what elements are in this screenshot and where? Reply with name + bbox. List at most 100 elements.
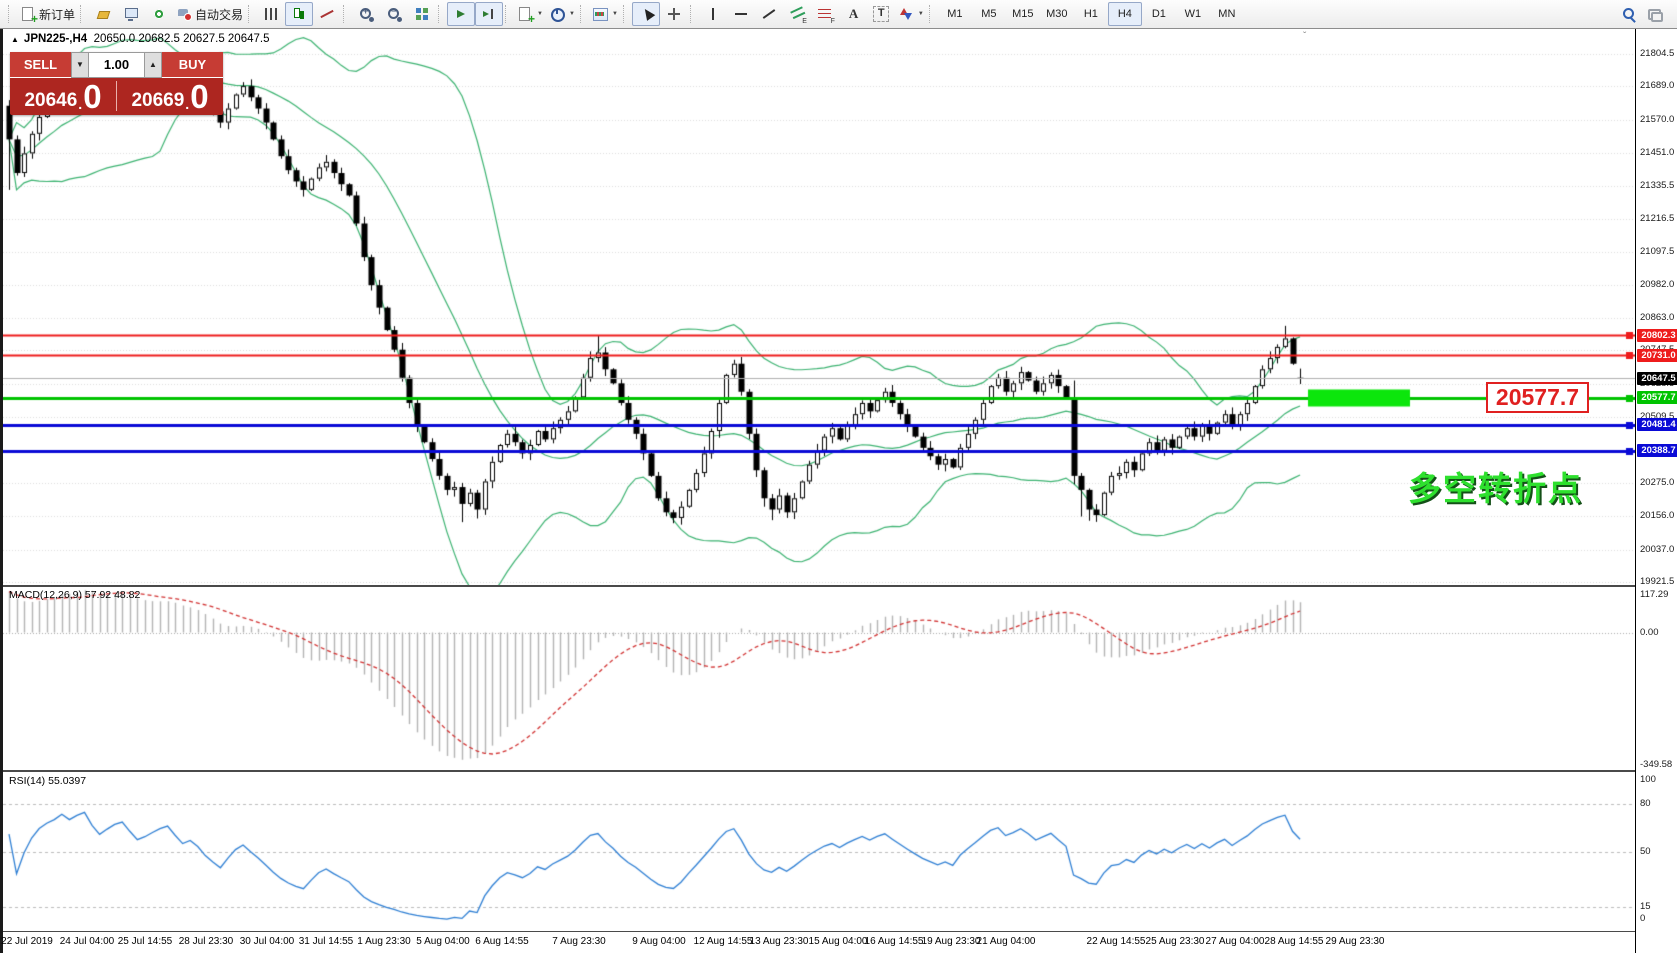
text-label-button[interactable] [867, 2, 895, 26]
timeframe-m15-button[interactable]: M15 [1012, 8, 1034, 20]
timeframe-mn-button[interactable]: MN [1218, 8, 1236, 20]
price-axis-label: 20275.0 [1640, 476, 1675, 488]
price-axis-label: 20982.0 [1640, 278, 1675, 290]
dropdown-arrow-icon[interactable]: ▼ [917, 11, 924, 17]
timeframe-h4-button[interactable]: H4 [1107, 2, 1142, 26]
sell-button[interactable]: SELL [10, 52, 71, 78]
price-axis-label: 20863.0 [1640, 311, 1675, 323]
toolbar: 新订单 自动交易 ▼ ▼ ▼ ▼ M1 M5 M15 M30 H1 H4 D1 W1 MN [0, 0, 1677, 29]
crosshair-button[interactable] [660, 2, 688, 26]
toolbar-grip [8, 5, 13, 23]
chat-icon[interactable] [1647, 6, 1663, 22]
collapse-panel-icon[interactable]: ▲ [11, 35, 19, 44]
auto-scroll-button[interactable] [447, 2, 476, 26]
toolbar-grip [928, 5, 934, 23]
time-axis-label: 15 Aug 04:00 [808, 936, 868, 947]
horizontal-line-button[interactable] [727, 2, 755, 26]
rsi-label: RSI(14) 55.0397 [9, 775, 87, 787]
current-price-tag: 20647.5 [1637, 371, 1677, 385]
new-order-button-label: 新订单 [39, 7, 76, 22]
ohlc-values: 20650.0 20682.5 20627.5 20647.5 [93, 33, 270, 45]
text-button[interactable] [839, 2, 867, 26]
dropdown-arrow-icon[interactable]: ▼ [537, 11, 543, 17]
autotrading-button[interactable]: 自动交易 [173, 2, 246, 26]
time-axis-label: 25 Aug 23:30 [1145, 936, 1205, 947]
volume-up-button[interactable]: ▲ [144, 52, 162, 78]
toolbar-grip [343, 5, 348, 23]
price-callout[interactable]: 20577.7 [1486, 382, 1589, 414]
time-axis-label: 27 Aug 04:00 [1205, 936, 1265, 947]
rsi-axis-label: 100 [1640, 774, 1656, 785]
dropdown-arrow-icon[interactable]: ▼ [611, 11, 618, 17]
price-axis[interactable]: 21804.5 21689.0 21570.0 21451.0 21335.5 21216… [1635, 29, 1677, 953]
toolbar-grip [438, 5, 443, 23]
hline-price-tag: 20731.0 [1637, 348, 1677, 362]
buy-price[interactable]: 20669 . 0 [117, 78, 223, 114]
price-axis-label: 21570.0 [1640, 113, 1675, 125]
tile-windows-button[interactable] [408, 2, 436, 26]
volume-down-button[interactable]: ▼ [71, 52, 89, 78]
price-axis-label: 21451.0 [1640, 147, 1675, 159]
channel-icon [789, 6, 807, 25]
buy-price-main: 20669 [131, 90, 185, 111]
template-icon [517, 6, 535, 26]
vertical-line-button[interactable] [699, 2, 727, 26]
timeframe-h1-button[interactable]: H1 [1083, 8, 1098, 20]
bar-chart-icon [263, 6, 279, 22]
vline-icon [705, 6, 721, 22]
symbols-button[interactable] [89, 2, 117, 26]
cursor-button[interactable] [631, 2, 660, 26]
period-button[interactable]: ▼ [546, 2, 578, 26]
label-icon [872, 6, 889, 22]
market-watch-icon [123, 6, 139, 22]
zoom-out-button[interactable] [380, 2, 408, 26]
macd-canvas[interactable] [3, 587, 1635, 770]
toolbar-right-icons [1621, 6, 1663, 22]
candlestick-chart-button[interactable] [285, 2, 314, 26]
fibonacci-button[interactable] [811, 2, 839, 26]
symbols-icon [95, 6, 111, 22]
line-chart-button[interactable] [313, 2, 341, 26]
hline-price-tag: 20388.7 [1637, 444, 1677, 458]
pane-separator[interactable] [3, 585, 1635, 587]
macd-label: MACD(12,26,9) 57.92 48.82 [9, 589, 141, 601]
zoom-in-icon [358, 6, 374, 22]
hline-icon [733, 6, 749, 22]
templates-button[interactable]: ▼ [514, 2, 546, 26]
autotrading-button-label: 自动交易 [195, 7, 244, 22]
main-chart-canvas[interactable] [3, 30, 1635, 585]
timeframe-d1-button[interactable]: D1 [1151, 8, 1166, 20]
chinese-annotation[interactable]: 多空转折点 [1408, 470, 1583, 507]
time-axis-label: 9 Aug 04:00 [632, 936, 686, 947]
price-divider [116, 81, 117, 111]
toolbar-grip [689, 5, 695, 23]
timeframe-w1-button[interactable]: W1 [1184, 8, 1202, 20]
rsi-canvas[interactable] [3, 772, 1635, 931]
rsi-axis-label: 80 [1640, 797, 1651, 809]
new-order-button[interactable]: 新订单 [17, 2, 78, 26]
autotrading-icon [176, 6, 193, 22]
sell-price[interactable]: 20646 . 0 [10, 78, 116, 114]
chart-menu-chevron-icon[interactable]: ˇ [1303, 31, 1307, 42]
volume-input[interactable]: 1.00 [89, 52, 144, 78]
market-watch-button[interactable] [117, 2, 145, 26]
pane-separator[interactable] [3, 770, 1635, 772]
buy-button[interactable]: BUY [162, 52, 223, 78]
indicators-button[interactable]: ▼ [589, 2, 621, 26]
arrows-button[interactable]: ▼ [895, 2, 927, 26]
price-axis-label: 20037.0 [1640, 543, 1675, 555]
dropdown-arrow-icon[interactable]: ▼ [568, 11, 575, 17]
time-axis-label: 22 Aug 14:55 [1086, 936, 1146, 947]
pane-separator [3, 931, 1635, 932]
zoom-in-button[interactable] [352, 2, 380, 26]
search-icon[interactable] [1621, 6, 1637, 22]
trendline-button[interactable] [755, 2, 783, 26]
time-axis-label: 22 Jul 2019 [1, 936, 53, 947]
equidistant-channel-button[interactable] [783, 2, 811, 26]
timeframe-m5-button[interactable]: M5 [981, 8, 997, 20]
bar-chart-button[interactable] [257, 2, 285, 26]
timeframe-m1-button[interactable]: M1 [947, 8, 963, 20]
chart-shift-button[interactable] [475, 2, 504, 26]
timeframe-m30-button[interactable]: M30 [1046, 8, 1068, 20]
signals-button[interactable] [145, 2, 173, 26]
